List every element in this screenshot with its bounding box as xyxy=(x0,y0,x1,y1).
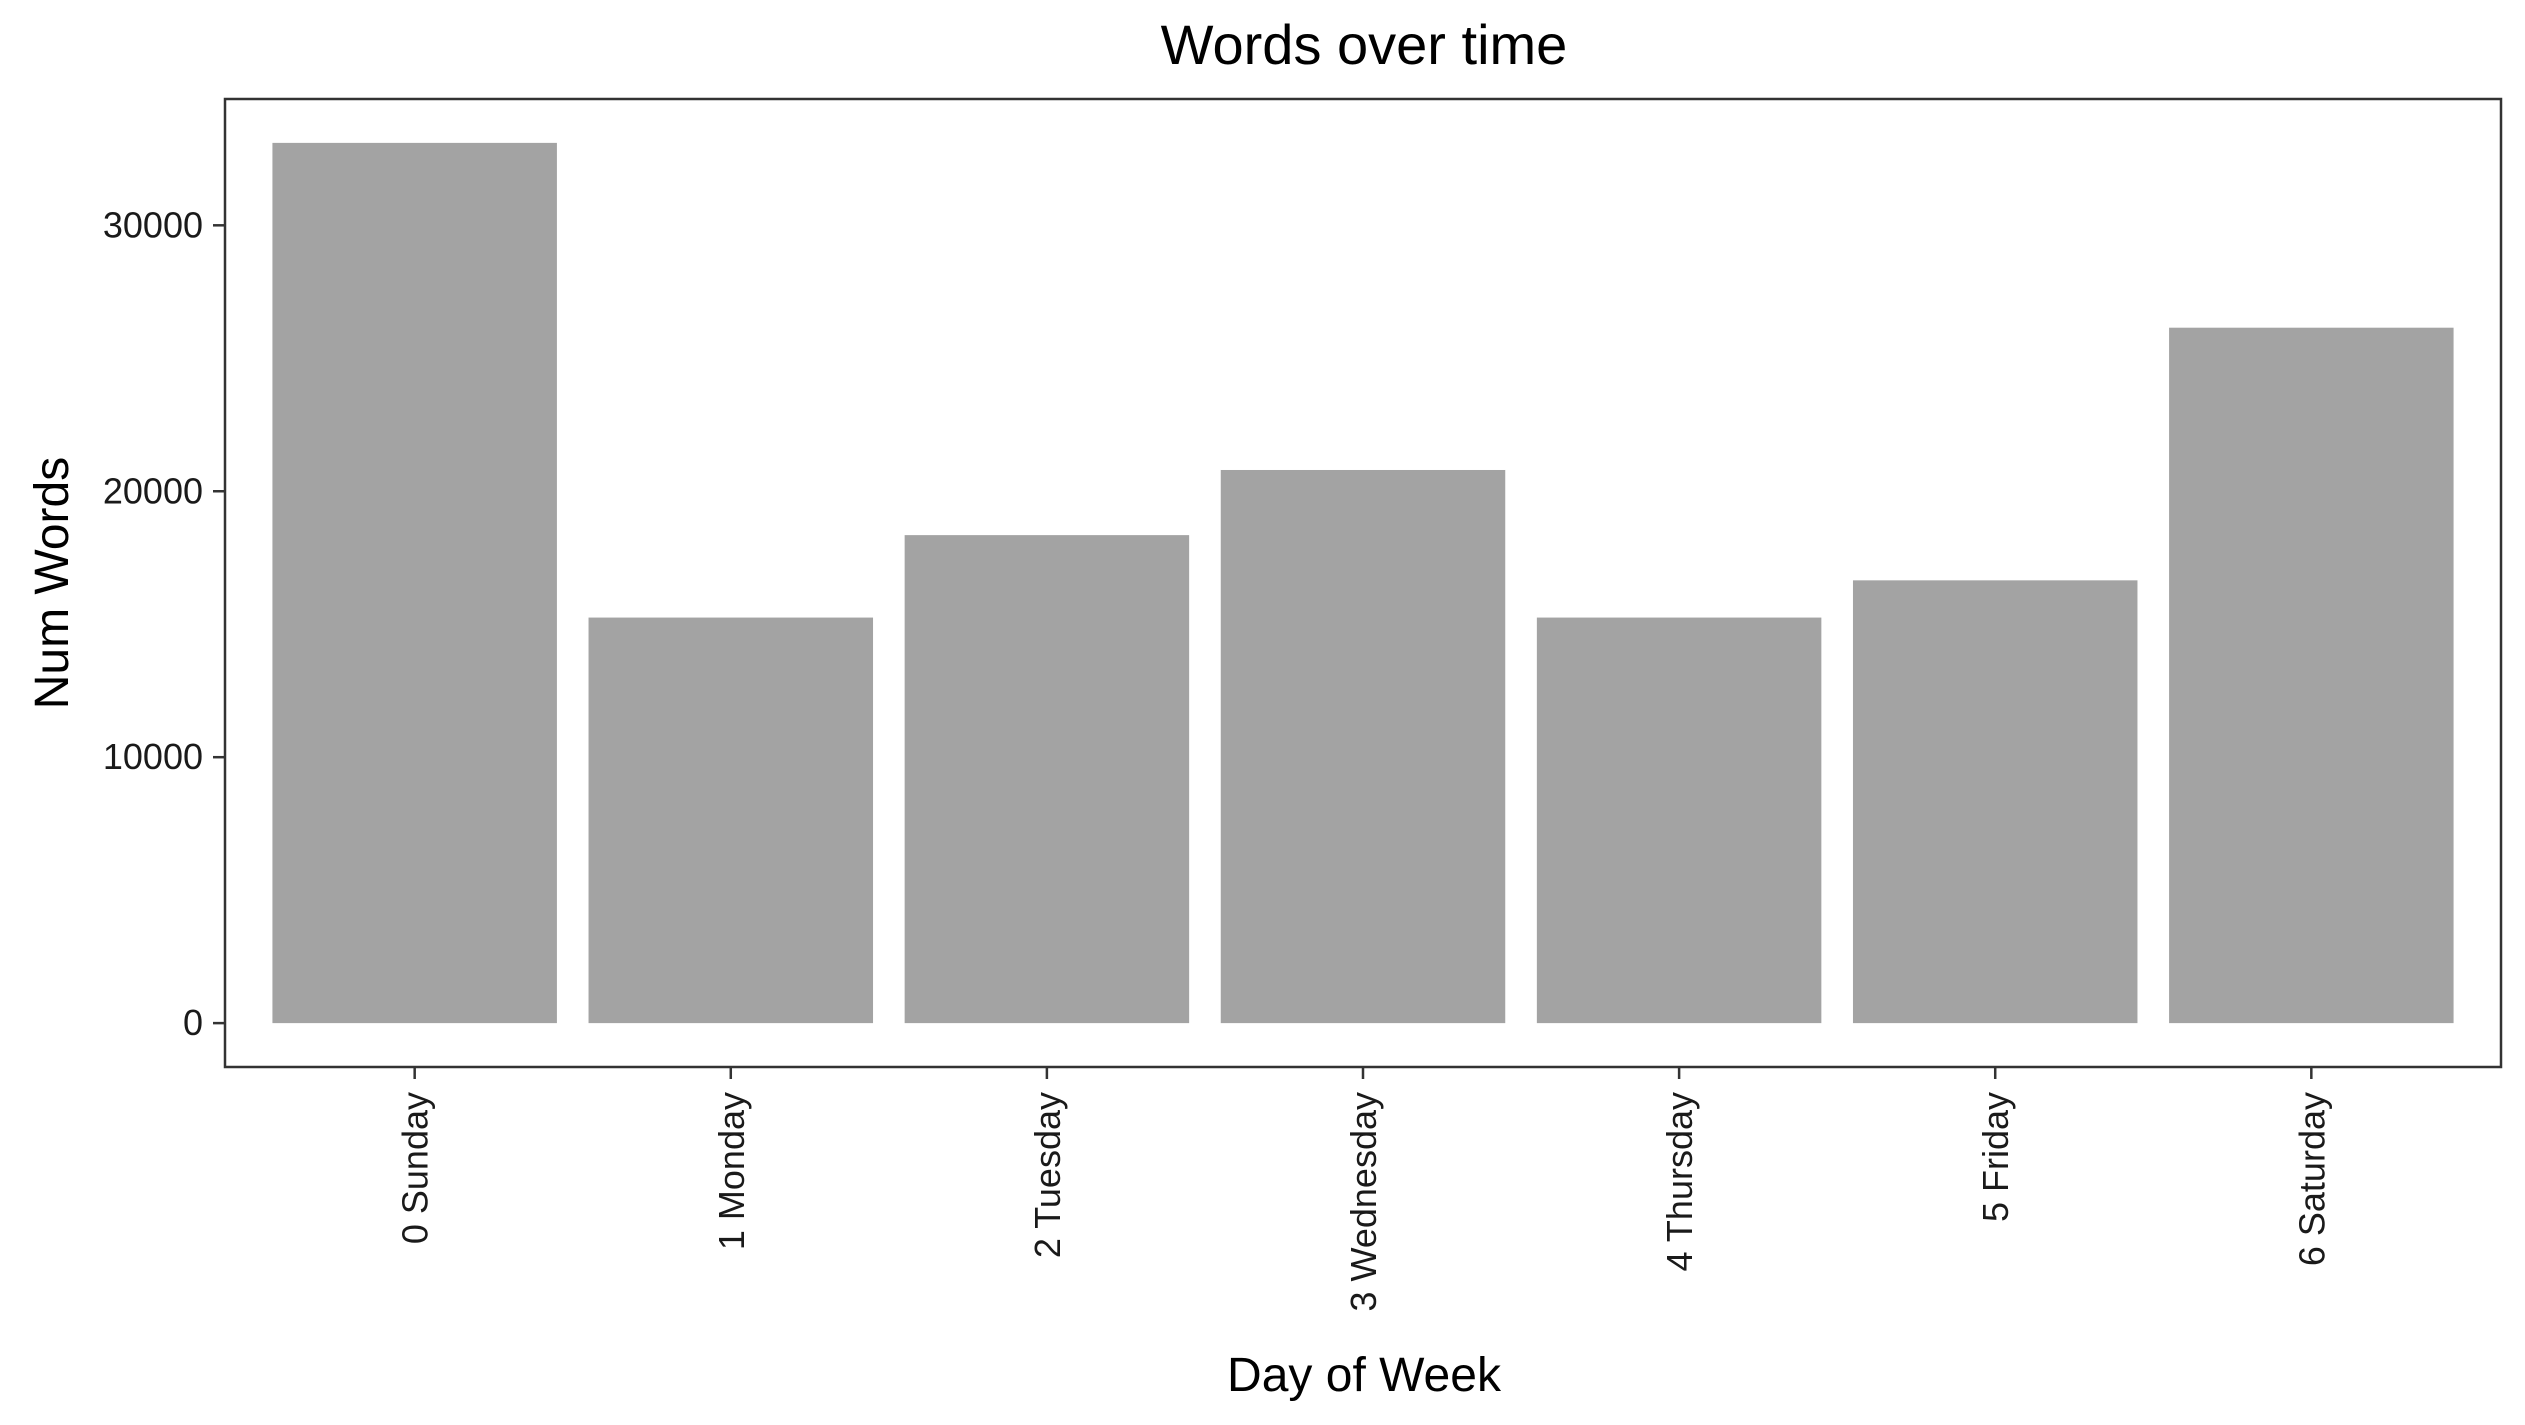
bar-0 xyxy=(272,142,557,1024)
bar-6 xyxy=(2169,327,2454,1024)
bars-layer xyxy=(272,142,2454,1024)
chart-title: Words over time xyxy=(1161,13,1568,76)
y-tick-label-3: 30000 xyxy=(103,204,203,245)
x-tick-label-0: 0 Sunday xyxy=(395,1092,436,1244)
bar-2 xyxy=(904,535,1190,1024)
bar-4 xyxy=(1536,617,1822,1024)
y-tick-label-1: 10000 xyxy=(103,736,203,777)
x-tick-label-5: 5 Friday xyxy=(1975,1092,2016,1222)
x-axis-title: Day of Week xyxy=(1227,1349,1502,1402)
x-tick-label-3: 3 Wednesday xyxy=(1343,1092,1384,1311)
y-tick-label-2: 20000 xyxy=(103,470,203,511)
bar-3 xyxy=(1220,469,1506,1024)
bar-5 xyxy=(1852,580,2138,1024)
y-tick-label-0: 0 xyxy=(183,1002,203,1043)
x-tick-label-2: 2 Tuesday xyxy=(1027,1092,1068,1258)
x-tick-label-4: 4 Thursday xyxy=(1659,1092,1700,1271)
panel-border xyxy=(223,97,2503,1069)
y-axis-title: Num Words xyxy=(26,457,79,710)
bar-1 xyxy=(588,617,874,1024)
x-axis: 0 Sunday 1 Monday 2 Tuesday 3 Wednesday 4 Th… xyxy=(395,1067,2332,1311)
x-tick-label-1: 1 Monday xyxy=(711,1092,752,1250)
y-axis: 0 10000 20000 30000 xyxy=(103,204,225,1043)
x-tick-label-6: 6 Saturday xyxy=(2291,1092,2332,1266)
